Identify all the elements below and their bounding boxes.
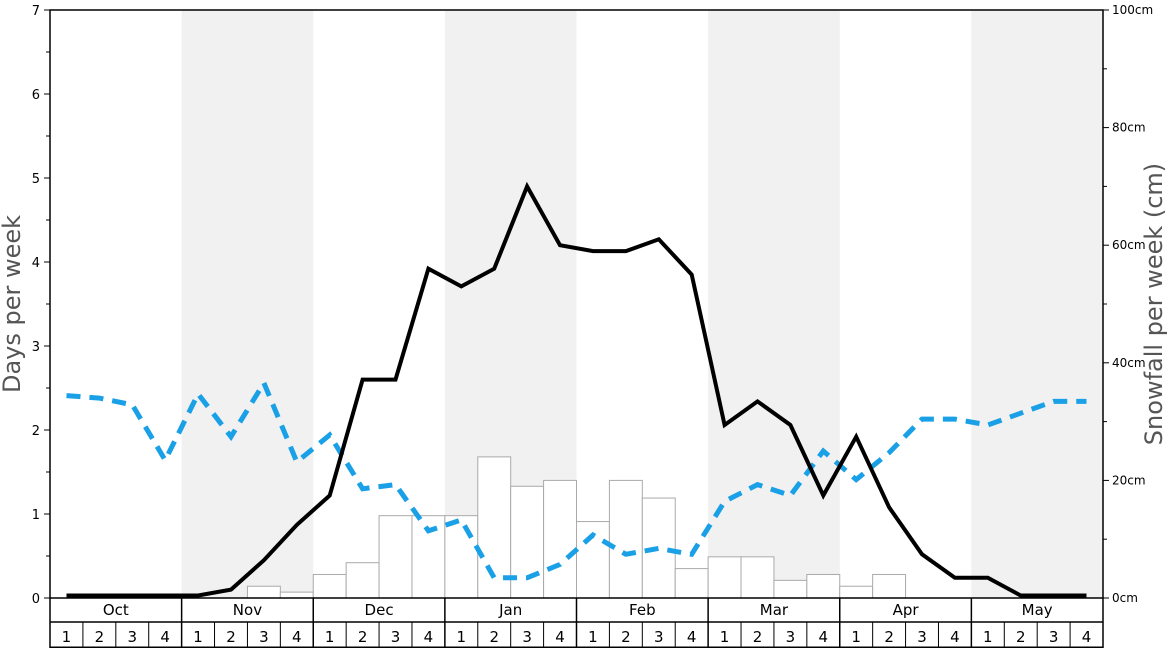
snowfall-bar [707,556,742,599]
week-label: 4 [555,628,565,646]
right-tick-label: 100cm [1112,3,1153,17]
week-label: 4 [950,628,960,646]
right-axis: 0cm 20cm 40cm 60cm 80cm 100cm [1103,3,1153,605]
left-tick-label: 0 [32,592,40,607]
left-tick-label: 4 [32,256,40,271]
week-label: 4 [687,628,697,646]
month-label-oct: Oct [103,601,129,619]
week-label: 2 [358,628,368,646]
snowfall-bar [806,573,841,599]
week-label: 2 [95,628,105,646]
week-label: 2 [1016,628,1026,646]
week-label: 3 [654,628,664,646]
right-tick-label: 80cm [1112,121,1146,135]
snowfall-bar [608,479,643,599]
month-shade-mar [708,10,840,598]
left-tick-label: 6 [32,88,40,103]
snowfall-bar [312,573,347,599]
week-label: 4 [819,628,829,646]
snowfall-bar [740,556,775,599]
chart-lines [66,181,1087,598]
bottom-axis: Oct 1 2 3 4 Nov 1 2 3 4 Dec 1 2 3 4 Jan 1 2 3 4 Feb 1 2 3 4 Mar 1 2… [49,598,1104,648]
snowfall-bars [246,456,907,599]
snowfall-bar [543,479,577,599]
week-label: 4 [160,628,170,646]
week-label: 3 [1049,628,1059,646]
month-label-nov: Nov [233,601,262,619]
week-label: 1 [588,628,598,646]
month-label-may: May [1022,601,1053,619]
right-tick-label: 40cm [1112,356,1146,370]
week-label: 1 [720,628,730,646]
snowfall-bar [674,568,709,599]
left-tick-label: 2 [32,424,40,439]
snowfall-bar [279,591,314,599]
week-label: 1 [193,628,203,646]
month-shade-may [971,10,1103,598]
left-tick-label: 1 [32,508,40,523]
week-label: 4 [424,628,434,646]
snow-days-line [66,181,1087,598]
month-label-feb: Feb [629,601,656,619]
week-label: 1 [325,628,335,646]
week-label: 4 [292,628,302,646]
snowfall-bar [378,515,413,599]
week-label: 3 [786,628,796,646]
week-label: 3 [522,628,532,646]
month-shade-nov [181,10,314,598]
week-label: 3 [391,628,401,646]
snowfall-bar [773,579,808,599]
week-label: 1 [62,628,72,646]
week-label: 1 [983,628,993,646]
left-axis: 0 1 2 3 4 5 6 7 [32,4,50,607]
snowfall-bar [839,585,874,599]
right-tick-label: 60cm [1112,238,1146,252]
right-tick-label: 20cm [1112,473,1146,487]
week-label: 1 [457,628,467,646]
left-tick-label: 7 [32,4,40,19]
week-label: 1 [851,628,861,646]
month-shading [181,10,1103,598]
month-label-jan: Jan [498,601,522,619]
left-axis-title: Days per week [0,215,26,393]
month-label-mar: Mar [760,601,789,619]
snowfall-bar [246,585,281,599]
month-label-dec: Dec [365,601,394,619]
snowfall-bar [345,562,380,599]
snowfall-bar [510,485,545,599]
week-label: 3 [917,628,927,646]
left-tick-label: 5 [32,172,40,187]
right-tick-label: 0cm [1112,591,1138,605]
week-label: 3 [127,628,137,646]
left-tick-label: 3 [32,340,40,355]
week-label: 2 [884,628,894,646]
week-label: 3 [259,628,269,646]
right-axis-title: Snowfall per week (cm) [1140,163,1168,445]
week-label: 2 [621,628,631,646]
snowfall-bar [872,573,907,599]
week-label: 2 [489,628,499,646]
week-label: 4 [1082,628,1092,646]
week-label: 2 [753,628,763,646]
week-label: 2 [226,628,236,646]
month-label-apr: Apr [893,601,920,619]
dashed-days-line [66,377,1087,581]
snowfall-bar [444,515,479,599]
